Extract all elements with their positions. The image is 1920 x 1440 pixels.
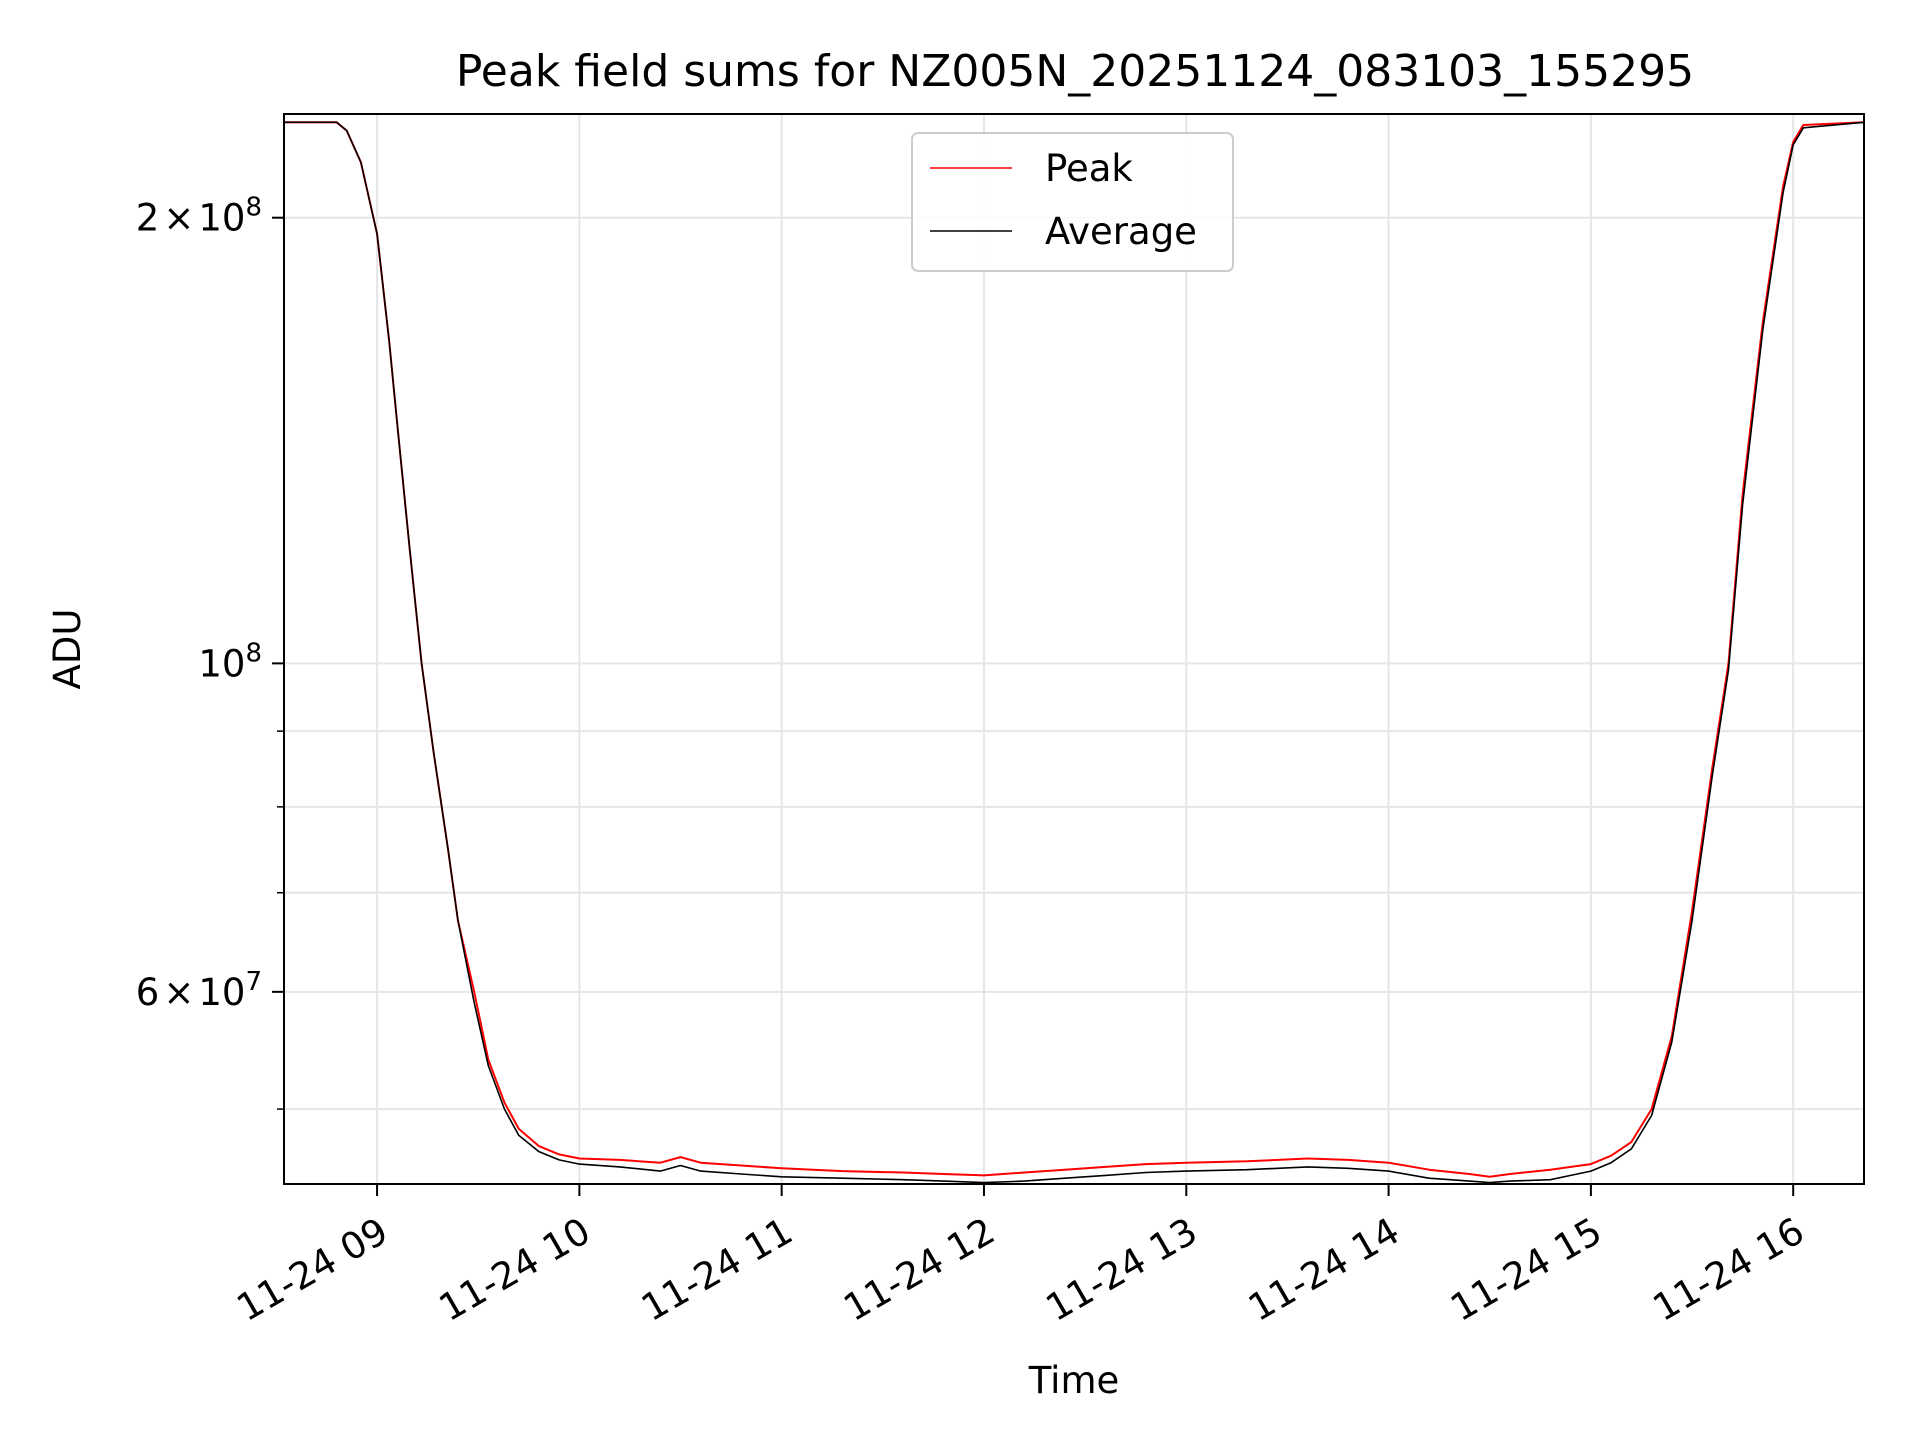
- y-tick-label-base: 10: [198, 197, 245, 240]
- y-tick-label: 108: [198, 638, 262, 685]
- plot-area-frame: [283, 113, 1865, 1185]
- y-tick-label-mant: 6: [136, 971, 160, 1014]
- y-tick-label-base: 10: [198, 642, 245, 685]
- x-axis-label: Time: [1028, 1359, 1120, 1402]
- y-axis-label: ADU: [46, 609, 89, 690]
- y-tick-label-mant: 2: [136, 197, 160, 240]
- series-line-average: [284, 121, 1865, 1184]
- y-tick-label-exp: 8: [245, 193, 262, 223]
- legend: Peak Average: [911, 132, 1234, 272]
- y-tick-label-times: ×: [163, 197, 194, 240]
- y-tick-label-exp: 7: [245, 967, 262, 997]
- y-tick-label-times: ×: [163, 971, 194, 1014]
- chart-title: Peak field sums for NZ005N_20251124_0831…: [456, 46, 1694, 97]
- legend-label-average: Average: [1045, 210, 1197, 253]
- y-tick-label: 2 × 108: [136, 193, 262, 240]
- y-tick-label: 6 × 107: [136, 967, 262, 1014]
- y-tick-label-base: 10: [198, 971, 245, 1014]
- y-tick-label-exp: 8: [245, 638, 262, 668]
- axis-ticks: [272, 216, 1795, 1196]
- legend-label-peak: Peak: [1045, 147, 1133, 190]
- plot-series: [284, 121, 1865, 1184]
- grid: [284, 114, 1864, 1184]
